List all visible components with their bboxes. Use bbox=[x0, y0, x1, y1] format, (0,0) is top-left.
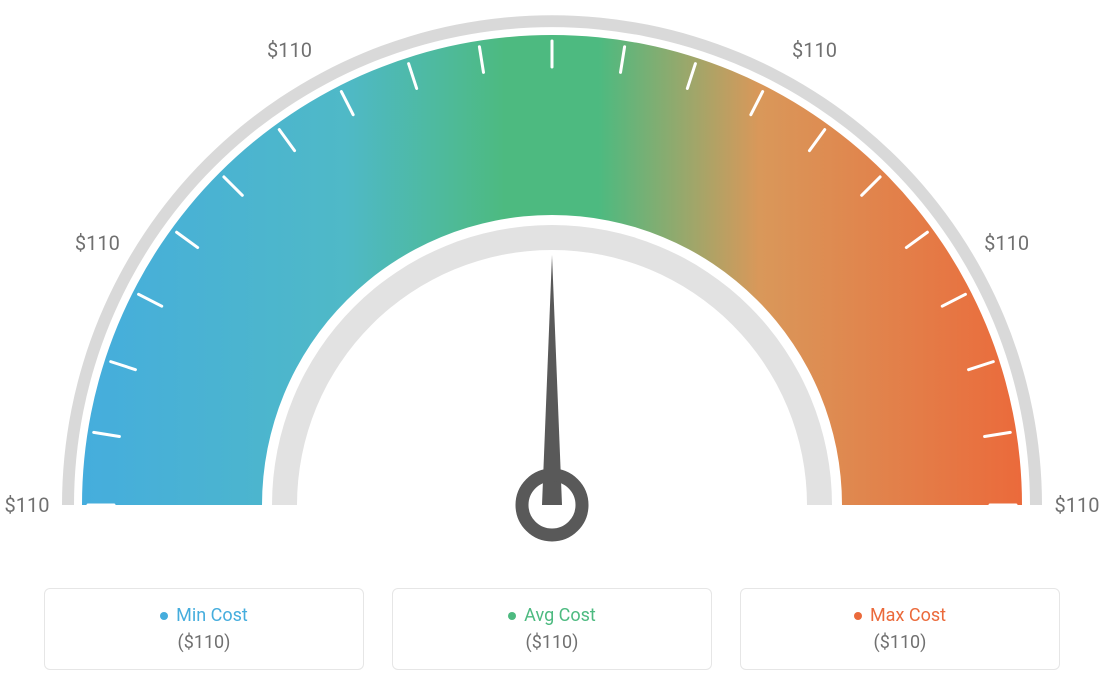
legend-dot-avg bbox=[508, 612, 516, 620]
legend-card-min: Min Cost ($110) bbox=[44, 588, 364, 670]
gauge-tick-label: $110 bbox=[5, 493, 50, 517]
gauge-tick-label: $110 bbox=[792, 38, 837, 62]
gauge-tick-label: $110 bbox=[267, 38, 312, 62]
gauge-tick-label: $110 bbox=[984, 231, 1029, 255]
legend-dot-max bbox=[854, 612, 862, 620]
legend-label-max: Max Cost bbox=[870, 605, 946, 626]
gauge-tick-label: $110 bbox=[75, 231, 120, 255]
gauge-tick-label: $110 bbox=[1055, 493, 1100, 517]
legend-value-avg: ($110) bbox=[526, 632, 579, 653]
legend-value-max: ($110) bbox=[874, 632, 927, 653]
legend-label-avg: Avg Cost bbox=[524, 605, 596, 626]
legend-label-min: Min Cost bbox=[176, 605, 248, 626]
legend-dot-min bbox=[160, 612, 168, 620]
cost-gauge: $110$110$110$110$110$110$110 bbox=[0, 0, 1104, 560]
legend-card-avg: Avg Cost ($110) bbox=[392, 588, 712, 670]
legend-value-min: ($110) bbox=[178, 632, 231, 653]
gauge-svg bbox=[0, 0, 1104, 560]
legend-card-max: Max Cost ($110) bbox=[740, 588, 1060, 670]
legend-row: Min Cost ($110) Avg Cost ($110) Max Cost… bbox=[0, 588, 1104, 670]
